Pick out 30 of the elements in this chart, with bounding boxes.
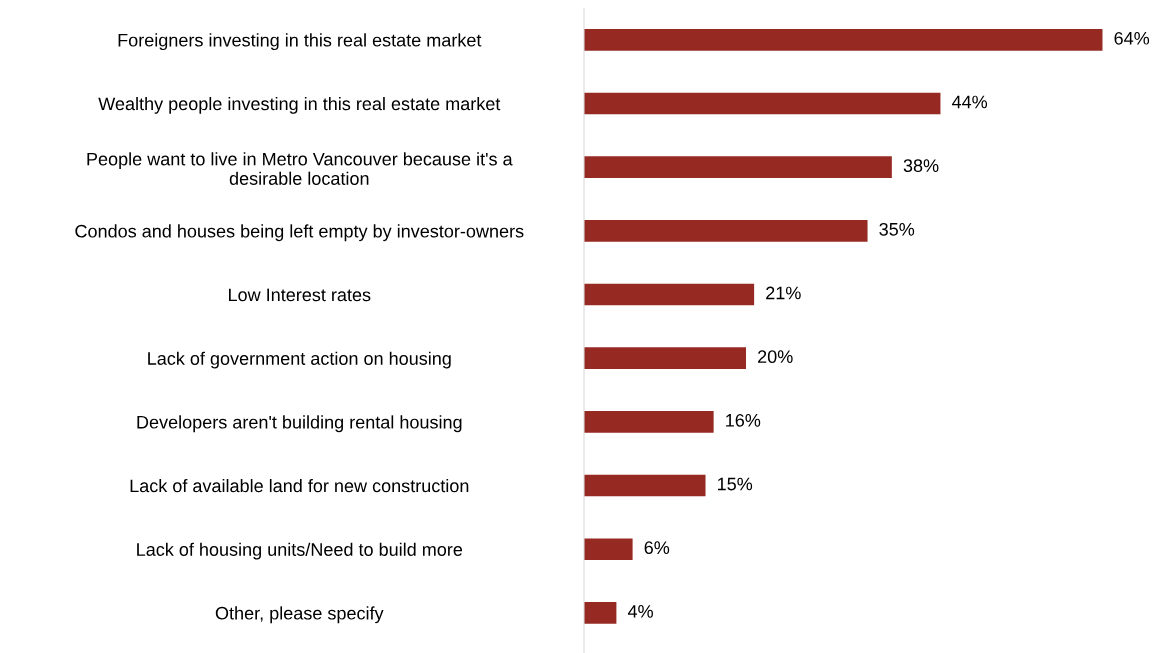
y-tick-label: People want to live in Metro Vancouver because it's a desirable location xyxy=(87,152,513,185)
y-tick-label: Lack of government action on housing xyxy=(148,351,451,369)
data-label: 38% xyxy=(903,159,939,173)
y-tick-label: Developers aren't building rental housing xyxy=(137,415,462,433)
bar xyxy=(584,220,868,242)
bar xyxy=(584,92,941,115)
data-label: 35% xyxy=(879,222,915,236)
data-label: 15% xyxy=(718,477,753,491)
y-tick-label: Wealthy people investing in this real estate market xyxy=(98,96,501,114)
data-label: 64% xyxy=(1114,31,1150,45)
bar xyxy=(584,156,892,178)
data-label: 20% xyxy=(758,350,793,364)
data-label: 44% xyxy=(951,95,988,109)
bar xyxy=(584,538,633,561)
y-tick-label: Lack of available land for new construction xyxy=(130,479,469,493)
data-label: 4% xyxy=(627,605,653,618)
bar xyxy=(584,411,714,433)
data-label: 6% xyxy=(644,541,670,555)
y-tick-label: Low Interest rates xyxy=(229,288,371,302)
data-label: 21% xyxy=(766,286,801,300)
bar xyxy=(584,474,706,497)
y-tick-label: Foreigners investing in this real estate market xyxy=(118,33,482,51)
y-tick-label: Lack of housing units/Need to build more xyxy=(137,542,463,560)
y-tick-label: Other, please specify xyxy=(215,606,384,624)
data-label: 16% xyxy=(726,413,761,427)
bar xyxy=(584,29,1103,51)
y-tick-label: Condos and houses being left empty by investor-owners xyxy=(75,224,524,242)
bar xyxy=(584,347,747,370)
bar xyxy=(584,602,617,624)
bar xyxy=(584,283,755,306)
